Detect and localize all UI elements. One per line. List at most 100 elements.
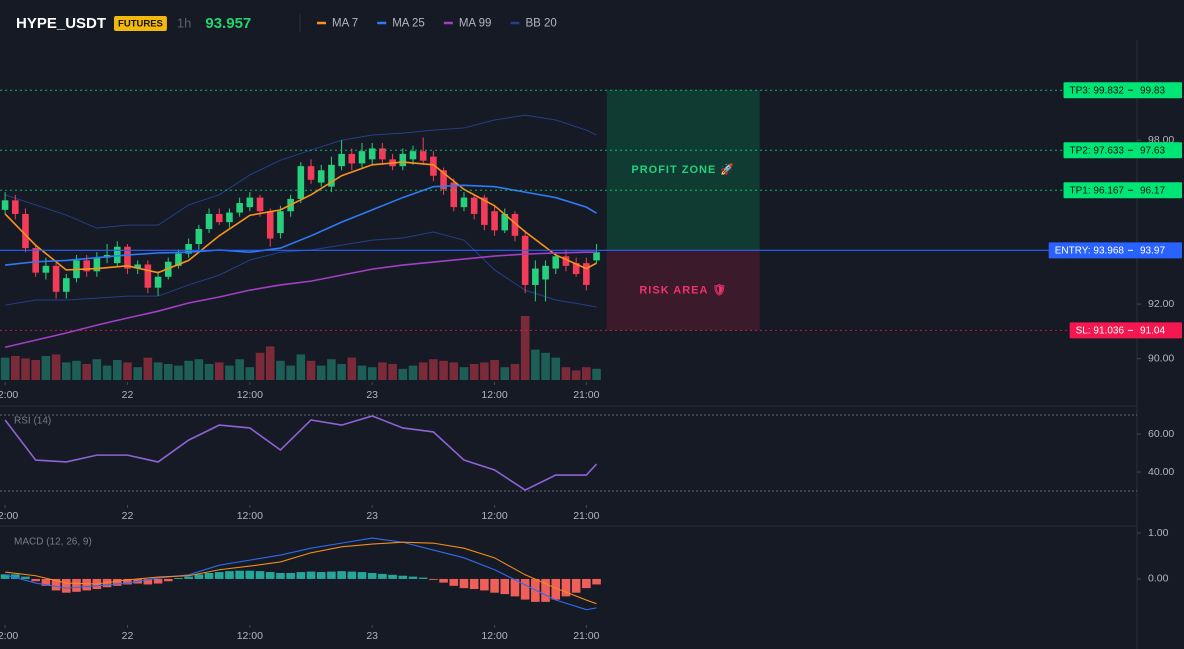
volume-bar [112, 360, 122, 380]
legend-label: MA 25 [392, 18, 425, 30]
volume-bar [255, 352, 265, 380]
candle-body [52, 265, 60, 292]
candle-body [266, 211, 274, 239]
macd-histogram [225, 571, 234, 579]
macd-histogram [592, 578, 601, 585]
macd-histogram [378, 573, 387, 579]
macd-histogram [541, 578, 550, 602]
level-tag [1069, 322, 1182, 339]
x-tick-label: 23 [366, 389, 378, 401]
macd-histogram [429, 578, 438, 580]
macd-histogram [214, 572, 224, 579]
candle-body [419, 151, 427, 161]
volume-bar [520, 316, 530, 380]
last-price: 93.957 [205, 15, 251, 32]
candle-body [93, 257, 101, 272]
macd-histogram [194, 574, 204, 579]
candle-body [195, 228, 203, 244]
candle-body [491, 211, 498, 231]
macd-histogram [184, 576, 193, 579]
volume-bar [265, 346, 275, 380]
candle-body [593, 252, 600, 261]
level-label: SL: 91.036 [1076, 326, 1125, 337]
candle-body [246, 197, 254, 208]
zone-label: RISK AREA 🛡 [639, 283, 727, 296]
x-tick-label: 21:00 [573, 630, 599, 642]
macd-histogram [82, 578, 91, 591]
candle-body [399, 153, 407, 167]
main-panel: 98.0092.0090.0012:002212:002312:0021:006… [0, 114, 1174, 642]
volume-bar [61, 362, 71, 380]
volume-bar [306, 360, 316, 380]
volume-bar [500, 367, 510, 380]
moving-average [4, 251, 597, 349]
volume-bar [286, 365, 295, 380]
volume-bar [82, 364, 91, 380]
macd-histogram [316, 572, 326, 579]
candle-body [124, 246, 131, 269]
level-price-label: 96.17 [1140, 185, 1165, 196]
candle-body [338, 153, 345, 167]
macd-histogram [245, 570, 255, 579]
macd-histogram [449, 578, 459, 586]
candle-body [430, 156, 437, 176]
level-price-label: 99.83 [1140, 85, 1165, 96]
macd-histogram [276, 572, 285, 579]
x-tick-label: 23 [366, 510, 378, 522]
macd-histogram [490, 578, 499, 593]
x-tick-label: 12:00 [0, 389, 18, 401]
volume-bar [194, 359, 204, 380]
candle-body [236, 203, 243, 213]
volume-bar [429, 359, 438, 380]
candle-body [572, 263, 580, 275]
legend-label: BB 20 [525, 18, 556, 30]
volume-bar [561, 367, 571, 380]
y-tick-label: 1.00 [1148, 527, 1169, 539]
macd-histogram [112, 578, 122, 586]
macd-histogram [51, 578, 61, 591]
macd-histogram [561, 578, 571, 597]
level-tag [1048, 242, 1182, 259]
y-tick-label: 0.00 [1148, 573, 1169, 585]
macd-histogram [469, 578, 479, 590]
volume-bar [378, 362, 387, 380]
legend-label: MA 7 [332, 18, 358, 30]
volume-bar [449, 362, 459, 380]
volume-bar [592, 368, 601, 380]
badge: FUTURES [118, 19, 163, 30]
macd-histogram [72, 578, 81, 592]
x-tick-label: 23 [366, 630, 378, 642]
volume-bar [388, 364, 397, 380]
macd-histogram [123, 578, 132, 585]
candle-body [144, 264, 152, 288]
candle-body [83, 260, 90, 272]
macd-histogram [398, 575, 408, 579]
volume-bar [102, 365, 112, 380]
x-tick-label: 12:00 [237, 510, 263, 522]
macd-histogram [10, 574, 20, 579]
volume-bar [490, 360, 499, 380]
macd-line [4, 537, 597, 611]
candle-body [32, 248, 39, 273]
candle-body [562, 256, 570, 266]
volume-bar [245, 367, 255, 380]
volume-bar [337, 364, 346, 380]
y-tick-label: 90.00 [1148, 352, 1174, 364]
x-tick-label: 12:00 [481, 389, 507, 401]
macd-histogram [582, 578, 591, 589]
macd-histogram [265, 572, 275, 579]
x-tick-label: 21:00 [573, 389, 599, 401]
macd-histogram [480, 578, 489, 591]
volume-bar [469, 364, 479, 380]
candle-body [1, 200, 9, 210]
candle-body [297, 166, 305, 199]
macd-histogram [235, 570, 244, 579]
volume-bar [174, 365, 183, 380]
legend-label: MA 99 [459, 18, 492, 30]
badge-bg [114, 16, 167, 31]
candle-body [256, 197, 264, 212]
macd-histogram [61, 578, 71, 593]
macd-histogram [41, 578, 51, 586]
candle-body [501, 213, 509, 231]
macd-histogram [174, 578, 183, 579]
